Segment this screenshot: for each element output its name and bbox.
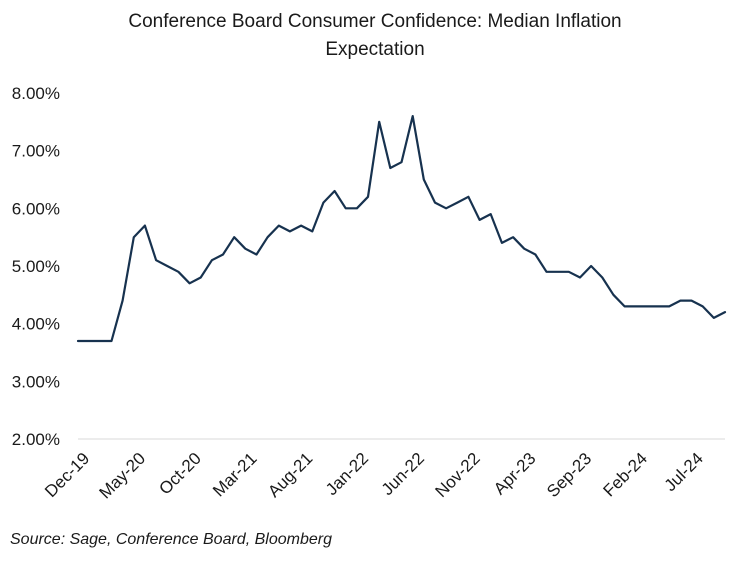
data-point [646, 305, 648, 307]
x-tick-label: Nov-22 [432, 449, 484, 501]
y-tick-label: 4.00% [12, 315, 60, 334]
data-point [512, 236, 514, 238]
data-point [679, 300, 681, 302]
data-point [267, 236, 269, 238]
data-points [77, 115, 726, 342]
y-tick-label: 6.00% [12, 199, 60, 218]
y-tick-label: 2.00% [12, 430, 60, 449]
data-point [490, 213, 492, 215]
x-tick-label: Jul-24 [661, 449, 707, 495]
data-point [222, 254, 224, 256]
x-tick-label: Jun-22 [378, 449, 428, 499]
y-tick-label: 3.00% [12, 372, 60, 391]
data-point [256, 254, 258, 256]
data-point [434, 202, 436, 204]
data-point [289, 230, 291, 232]
data-point [334, 190, 336, 192]
data-point [467, 196, 469, 198]
x-tick-label: Jan-22 [322, 449, 372, 499]
x-axis: Dec-19 May-20 Oct-20 Mar-21 Aug-21 Jan-22 Jun-… [41, 449, 707, 503]
data-point [211, 259, 213, 261]
x-tick-label: May-20 [96, 449, 150, 503]
data-point [133, 236, 135, 238]
data-point [590, 265, 592, 267]
data-point [177, 271, 179, 273]
data-point [501, 242, 503, 244]
data-point [77, 340, 79, 342]
data-point [456, 202, 458, 204]
data-point [200, 277, 202, 279]
data-point [88, 340, 90, 342]
data-point [144, 225, 146, 227]
data-point [389, 167, 391, 169]
x-tick-label: Oct-20 [155, 449, 205, 499]
x-tick-label: Feb-24 [600, 449, 652, 501]
y-axis: 2.00% 3.00% 4.00% 5.00% 6.00% 7.00% 8.00% [12, 84, 60, 449]
data-point [624, 305, 626, 307]
data-point [702, 305, 704, 307]
chart-title: Conference Board Consumer Confidence: Me… [80, 8, 670, 64]
data-point [367, 196, 369, 198]
data-point [233, 236, 235, 238]
chart-title-line-2: Expectation [325, 39, 425, 60]
y-tick-label: 8.00% [12, 84, 60, 103]
data-point [657, 305, 659, 307]
data-point [412, 115, 414, 117]
data-point [378, 121, 380, 123]
data-point [278, 225, 280, 227]
data-point [423, 179, 425, 181]
x-tick-label: Sep-23 [543, 449, 595, 501]
data-point [557, 271, 559, 273]
data-point [523, 248, 525, 250]
data-point [311, 230, 313, 232]
data-point [668, 305, 670, 307]
data-point [612, 294, 614, 296]
data-point [479, 219, 481, 221]
data-point [322, 202, 324, 204]
data-point [579, 277, 581, 279]
data-point [122, 300, 124, 302]
data-point [445, 207, 447, 209]
data-point [111, 340, 113, 342]
data-point [356, 207, 358, 209]
series-line [76, 114, 727, 343]
data-point [546, 271, 548, 273]
data-point [534, 254, 536, 256]
data-point [99, 340, 101, 342]
x-tick-label: Aug-21 [264, 449, 316, 501]
x-tick-label: Mar-21 [209, 449, 261, 501]
data-point [568, 271, 570, 273]
y-tick-label: 5.00% [12, 257, 60, 276]
data-point [724, 311, 726, 313]
data-point [401, 161, 403, 163]
data-point [601, 277, 603, 279]
data-point [189, 282, 191, 284]
y-tick-label: 7.00% [12, 142, 60, 161]
data-point [635, 305, 637, 307]
data-point [155, 259, 157, 261]
data-point [345, 207, 347, 209]
data-point [713, 317, 715, 319]
source-note: Source: Sage, Conference Board, Bloomber… [10, 531, 332, 548]
x-tick-label: Apr-23 [490, 449, 540, 499]
data-point [691, 300, 693, 302]
x-tick-label: Dec-19 [41, 449, 93, 501]
data-point [300, 225, 302, 227]
data-point [244, 248, 246, 250]
chart-title-line-1: Conference Board Consumer Confidence: Me… [128, 11, 622, 32]
data-point [166, 265, 168, 267]
